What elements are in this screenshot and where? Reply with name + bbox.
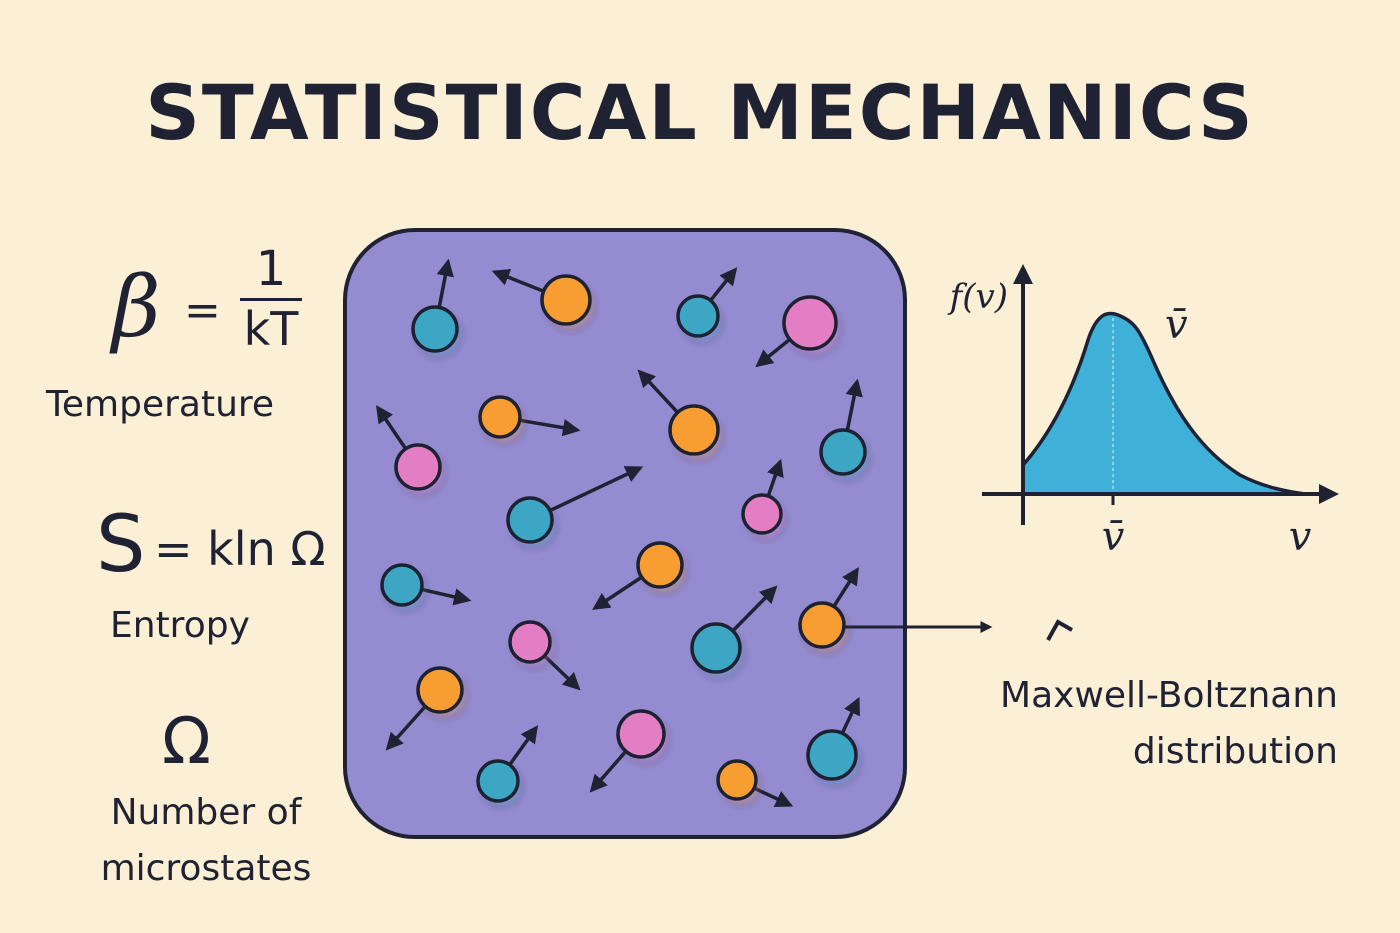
x-axis-label: v <box>1289 514 1312 560</box>
velocity-arrow <box>491 268 545 293</box>
microstates-label-line1: Number of <box>110 792 302 833</box>
particle-teal <box>380 563 424 607</box>
velocity-arrow <box>421 587 472 606</box>
particle-orange <box>798 601 846 649</box>
particle-orange <box>478 395 522 439</box>
particle-pink <box>616 709 666 759</box>
velocity-arrow <box>766 458 784 497</box>
particle-pink <box>508 620 552 664</box>
maxwell-boltzmann-graph: f(v) v̄ v̄ v <box>947 264 1339 560</box>
fraction-bar <box>240 298 302 301</box>
particle-teal <box>476 759 520 803</box>
beta-fraction: 1 kT <box>240 240 302 355</box>
entropy-expression: = kln Ω <box>154 522 326 576</box>
gas-container-box <box>343 228 907 839</box>
particle-teal <box>819 428 867 476</box>
distribution-curve <box>1021 311 1306 496</box>
microstates-label-line2: microstates <box>100 848 312 889</box>
peak-label: v̄ <box>1165 302 1188 348</box>
velocity-arrow <box>549 466 644 513</box>
particle-teal <box>411 305 459 353</box>
velocity-arrow <box>731 585 778 633</box>
entropy-label: Entropy <box>110 605 250 646</box>
velocity-arrow <box>508 725 539 766</box>
particle-pink <box>394 443 442 491</box>
particle-pink <box>782 295 838 351</box>
particle-orange <box>540 274 592 326</box>
mean-tick-label: v̄ <box>1102 514 1125 560</box>
velocity-arrow <box>543 654 581 691</box>
velocity-arrow <box>845 378 863 431</box>
velocity-arrow <box>385 705 427 751</box>
velocity-arrow <box>589 750 628 793</box>
temperature-label: Temperature <box>46 384 275 425</box>
particle-teal <box>676 294 720 338</box>
velocity-arrow <box>840 696 860 735</box>
velocity-arrow <box>755 337 791 368</box>
small-mark <box>1046 619 1073 641</box>
microstates-label: Number of microstates <box>76 785 336 897</box>
velocity-arrow <box>637 369 679 414</box>
beta-equals: = <box>184 285 221 336</box>
particle-teal <box>690 622 742 674</box>
particle-orange <box>716 759 758 801</box>
particle-teal <box>806 729 858 781</box>
page-title: STATISTICAL MECHANICS <box>145 68 1255 157</box>
velocity-arrow <box>519 418 581 437</box>
particle-pink <box>741 493 783 535</box>
velocity-arrow <box>709 267 738 302</box>
beta-denominator: kT <box>243 302 299 356</box>
omega-symbol: Ω <box>162 705 211 779</box>
beta-numerator: 1 <box>255 241 287 297</box>
particle-teal <box>506 496 554 544</box>
velocity-arrow <box>376 405 408 450</box>
mb-label-line1: Maxwell-Boltznann <box>1000 675 1338 716</box>
particle-orange <box>636 541 684 589</box>
particles-group <box>376 258 867 807</box>
velocity-arrow <box>436 258 454 308</box>
mb-label-line2: distribution <box>1132 731 1338 772</box>
velocity-arrow <box>753 786 794 807</box>
particle-orange <box>668 404 720 456</box>
velocity-arrow <box>832 567 859 608</box>
particle-orange <box>416 666 464 714</box>
y-axis-label: f(v) <box>947 277 1008 317</box>
maxwell-boltzmann-label: Maxwell-Boltznann distribution <box>948 668 1338 780</box>
velocity-arrow <box>592 575 643 610</box>
beta-formula: β = 1 kT <box>112 240 312 360</box>
entropy-symbol: S <box>96 500 146 590</box>
beta-symbol: β <box>112 258 161 356</box>
